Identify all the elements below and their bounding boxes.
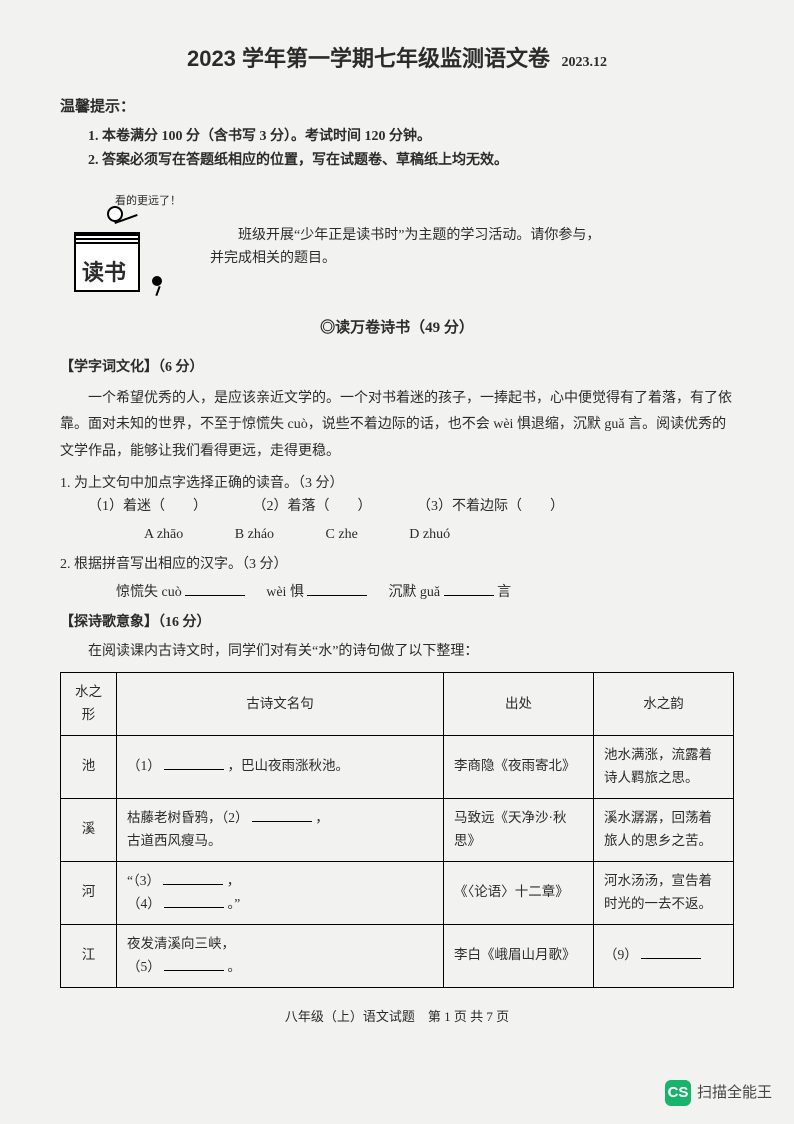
q2-blank-3 (444, 582, 494, 596)
scanner-badge: CS 扫描全能王 (665, 1080, 772, 1106)
th-3: 出处 (444, 673, 594, 736)
page-footer: 八年级（上）语文试题 第 1 页 共 7 页 (60, 1006, 734, 1028)
running-person-icon (146, 276, 170, 300)
book-label: 读书 (82, 254, 126, 291)
r4c4-a: （9） (604, 947, 638, 962)
question-2: 2. 根据拼音写出相应的汉字。（3 分） (60, 553, 734, 577)
page-title: 2023 学年第一学期七年级监测语文卷 (187, 46, 550, 71)
q2-fill: 惊慌失 cuò wèi 惧 沉默 guǎ 言 (60, 581, 734, 605)
r3c2-b: ， (227, 873, 241, 888)
cell-r3-c3: 《〈论语〉十二章》 (444, 861, 594, 924)
block1-paragraph: 一个希望优秀的人，是应该亲近文学的。一个对书着迷的孩子，一捧起书，心中便觉得有了… (60, 386, 734, 466)
header: 2023 学年第一学期七年级监测语文卷 2023.12 (60, 40, 734, 77)
q1-letter-c: C zhe (326, 523, 358, 547)
cell-r2-c3: 马致远《天净沙·秋思》 (444, 798, 594, 861)
r3c2-a: “（3） (127, 873, 160, 888)
q2-f3a: 沉默 guǎ (388, 585, 440, 600)
intro-line-2: 并完成相关的题目。 (210, 247, 600, 271)
cell-r3-c1: 河 (61, 861, 117, 924)
q1-options: （1）着迷（ ） （2）着落（ ） （3）不着边际（ ） (60, 495, 734, 519)
r4-blank-5 (164, 957, 224, 971)
r4c2-c: 。 (228, 959, 242, 974)
intro-block: 看的更远了！ 读书 班级开展“少年正是读书时”为主题的学习活动。请你参与， 并完… (60, 192, 734, 302)
tips-line-2: 2. 答案必须写在答题纸相应的位置，写在试题卷、草稿纸上均无效。 (60, 149, 734, 173)
cell-r3-c4: 河水汤汤，宣告着时光的一去不返。 (594, 861, 734, 924)
q1-opt-2: （2）着落（ ） (253, 495, 372, 519)
block1-heading: 【学字词文化】（6 分） (60, 356, 734, 380)
cell-r2-c1: 溪 (61, 798, 117, 861)
question-1: 1. 为上文句中加点字选择正确的读音。（3 分） (60, 472, 734, 496)
q1-letters: A zhāo B zháo C zhe D zhuó (60, 523, 734, 547)
cell-r4-c3: 李白《峨眉山月歌》 (444, 924, 594, 987)
block2-intro: 在阅读课内古诗文时，同学们对有关“水”的诗句做了以下整理： (60, 640, 734, 664)
table-row: 河 “（3） ， （4） 。” 《〈论语〉十二章》 河水汤汤，宣告着时光的一去不… (61, 861, 734, 924)
book-pages-icon (76, 234, 138, 244)
q1-letter-b: B zháo (235, 523, 274, 547)
th-1: 水之形 (61, 673, 117, 736)
cell-r2-c4: 溪水潺潺，回荡着旅人的思乡之苦。 (594, 798, 734, 861)
scanner-badge-text: 扫描全能王 (697, 1080, 772, 1106)
q2-f2: wèi 惧 (266, 585, 304, 600)
r1-blank-1 (164, 756, 224, 770)
title-date: 2023.12 (562, 55, 608, 70)
th-2: 古诗文名句 (117, 673, 444, 736)
table-header-row: 水之形 古诗文名句 出处 水之韵 (61, 673, 734, 736)
r3-blank-3 (163, 871, 223, 885)
tips-line-1: 1. 本卷满分 100 分（含书写 3 分）。考试时间 120 分钟。 (60, 125, 734, 149)
r4c2-a: 夜发清溪向三峡， (127, 936, 235, 951)
reading-illustration: 看的更远了！ 读书 (60, 192, 190, 302)
q1-opt-1: （1）着迷（ ） (88, 495, 207, 519)
q2-blank-1 (185, 582, 245, 596)
intro-text: 班级开展“少年正是读书时”为主题的学习活动。请你参与， 并完成相关的题目。 (190, 224, 600, 272)
r4-blank-9 (641, 945, 701, 959)
q2-f3b: 言 (497, 585, 511, 600)
table-row: 溪 枯藤老树昏鸦，（2） ， 古道西风瘦马。 马致远《天净沙·秋思》 溪水潺潺，… (61, 798, 734, 861)
r3-blank-4 (164, 894, 224, 908)
q1-letter-a: A zhāo (144, 523, 183, 547)
intro-line-1: 班级开展“少年正是读书时”为主题的学习活动。请你参与， (238, 228, 600, 243)
r3c2-c: （4） (127, 896, 161, 911)
r2c2-b: ， (315, 810, 329, 825)
cell-r4-c4: （9） (594, 924, 734, 987)
cell-r4-c1: 江 (61, 924, 117, 987)
block2-heading: 【探诗歌意象】（16 分） (60, 611, 734, 635)
q1-letter-d: D zhuó (409, 523, 450, 547)
cell-r4-c2: 夜发清溪向三峡， （5） 。 (117, 924, 444, 987)
r3c2-d: 。” (228, 896, 241, 911)
r2-blank-2 (252, 808, 312, 822)
tips-block: 温馨提示： 1. 本卷满分 100 分（含书写 3 分）。考试时间 120 分钟… (60, 95, 734, 172)
q2-f1: 惊慌失 cuò (116, 585, 182, 600)
r4c2-b: （5） (127, 959, 161, 974)
q1-opt-3: （3）不着边际（ ） (417, 495, 564, 519)
cell-r2-c2: 枯藤老树昏鸦，（2） ， 古道西风瘦马。 (117, 798, 444, 861)
th-4: 水之韵 (594, 673, 734, 736)
scanner-logo-icon: CS (665, 1080, 691, 1106)
table-row: 池 （1） ，巴山夜雨涨秋池。 李商隐《夜雨寄北》 池水满涨，流露着诗人羁旅之思… (61, 736, 734, 799)
cell-r1-c3: 李商隐《夜雨寄北》 (444, 736, 594, 799)
person-on-book-icon (104, 206, 126, 228)
tips-heading: 温馨提示： (60, 95, 734, 121)
poetry-table: 水之形 古诗文名句 出处 水之韵 池 （1） ，巴山夜雨涨秋池。 李商隐《夜雨寄… (60, 672, 734, 987)
r1c2-a: （1） (127, 758, 161, 773)
cell-r3-c2: “（3） ， （4） 。” (117, 861, 444, 924)
q2-blank-2 (307, 582, 367, 596)
r1c2-b: ，巴山夜雨涨秋池。 (228, 758, 350, 773)
cell-r1-c2: （1） ，巴山夜雨涨秋池。 (117, 736, 444, 799)
r2c2-a: 枯藤老树昏鸦，（2） (127, 810, 249, 825)
cell-r1-c1: 池 (61, 736, 117, 799)
cell-r1-c4: 池水满涨，流露着诗人羁旅之思。 (594, 736, 734, 799)
r2c2-c: 古道西风瘦马。 (127, 833, 222, 848)
table-row: 江 夜发清溪向三峡， （5） 。 李白《峨眉山月歌》 （9） (61, 924, 734, 987)
section-title: ◎读万卷诗书（49 分） (60, 316, 734, 342)
